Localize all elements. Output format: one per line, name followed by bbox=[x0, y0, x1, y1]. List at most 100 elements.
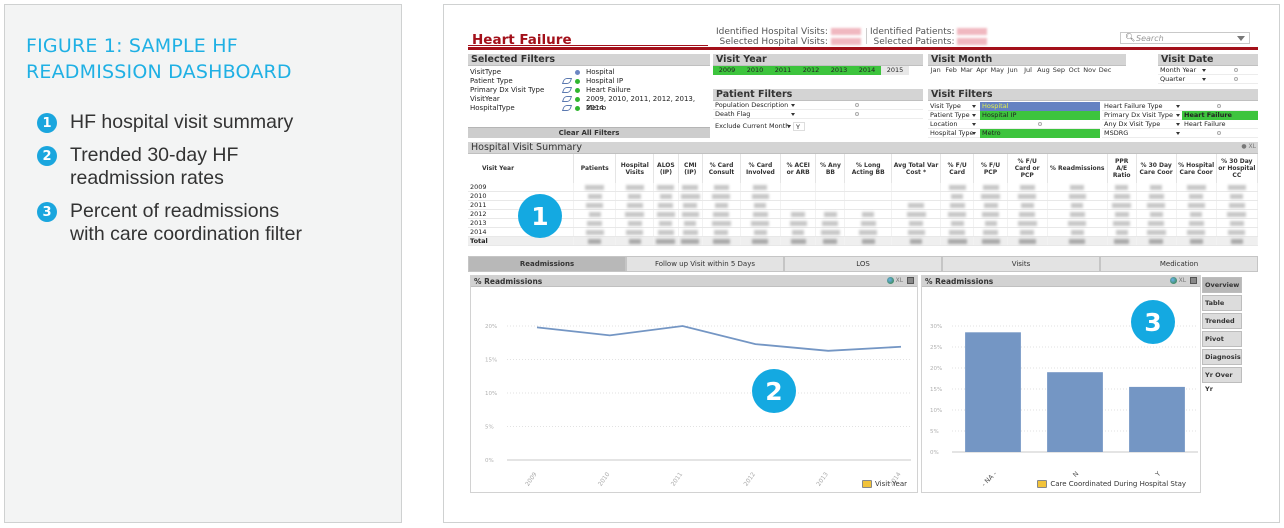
col-visit-year[interactable]: Visit Year bbox=[468, 154, 575, 183]
send-to-excel-icon[interactable] bbox=[886, 277, 894, 284]
col-cmi[interactable]: CMI (IP) bbox=[678, 154, 704, 183]
visit-type-filter[interactable]: Visit Type Hospital bbox=[928, 102, 1100, 111]
side-tab-yr-over-yr[interactable]: Yr Over Yr bbox=[1202, 367, 1242, 393]
radio-icon[interactable] bbox=[1038, 122, 1042, 126]
radio-icon[interactable] bbox=[1234, 68, 1238, 72]
month-jun[interactable]: Jun bbox=[1007, 66, 1018, 74]
col-readmissions[interactable]: % Readmissions bbox=[1047, 154, 1108, 183]
table-row[interactable]: 2013 bbox=[468, 218, 1259, 228]
death-flag-filter[interactable]: Death Flag bbox=[713, 110, 923, 119]
dropdown-arrow-icon[interactable] bbox=[1176, 132, 1180, 135]
col-card-involved[interactable]: % Card Involved bbox=[740, 154, 781, 183]
month-dec[interactable]: Dec bbox=[1098, 66, 1112, 74]
side-tab-pivot[interactable]: Pivot bbox=[1202, 331, 1242, 347]
patient-type-filter[interactable]: Patient Type Hospital IP bbox=[928, 111, 1100, 120]
col-patients[interactable]: Patients bbox=[573, 154, 617, 183]
col-acei-arb[interactable]: % ACEI or ARB bbox=[780, 154, 817, 183]
population-description-filter[interactable]: Population Description bbox=[713, 101, 923, 110]
dimension-selector[interactable]: Visit Year bbox=[862, 480, 907, 488]
dropdown-arrow-icon[interactable] bbox=[1202, 78, 1206, 81]
dropdown-arrow-icon[interactable] bbox=[972, 114, 976, 117]
minimize-icon[interactable] bbox=[1190, 277, 1197, 284]
dropdown-arrow-icon[interactable] bbox=[972, 105, 976, 108]
month-oct[interactable]: Oct bbox=[1068, 66, 1080, 74]
eraser-icon[interactable] bbox=[561, 78, 573, 84]
year-2013[interactable]: 2013 bbox=[825, 66, 853, 75]
dropdown-arrow-icon[interactable] bbox=[791, 104, 795, 107]
dropdown-arrow-icon[interactable] bbox=[791, 113, 795, 116]
col-avg-total-var-cost[interactable]: Avg Total Var Cost * bbox=[891, 154, 941, 183]
filter-value[interactable]: Hospital bbox=[980, 102, 1100, 111]
selected-filter-row[interactable]: Primary Dx Visit Type Heart Failure bbox=[470, 86, 708, 95]
cycle-dimension-icon[interactable] bbox=[862, 480, 873, 488]
radio-icon[interactable] bbox=[1217, 104, 1221, 108]
tab-readmissions[interactable]: Readmissions bbox=[468, 256, 626, 272]
minimize-icon[interactable] bbox=[907, 277, 914, 284]
filter-value[interactable]: Hospital IP bbox=[980, 111, 1100, 120]
col-any-bb[interactable]: % Any BB bbox=[815, 154, 846, 183]
selected-filter-row[interactable]: VisitType Hospital bbox=[470, 68, 708, 77]
radio-icon[interactable] bbox=[1234, 77, 1238, 81]
radio-icon[interactable] bbox=[1217, 131, 1221, 135]
filter-value[interactable]: Heart Failure bbox=[1182, 111, 1258, 120]
col-30-day-care-coor[interactable]: % 30 Day Care Coor bbox=[1136, 154, 1177, 183]
dropdown-arrow-icon[interactable] bbox=[1176, 123, 1180, 126]
side-tab-table[interactable]: Table bbox=[1202, 295, 1242, 311]
side-tab-overview[interactable]: Overview bbox=[1202, 277, 1242, 293]
month-apr[interactable]: Apr bbox=[976, 66, 988, 74]
send-to-excel-icon[interactable] bbox=[1169, 277, 1177, 284]
month-year-filter[interactable]: Month Year bbox=[1158, 66, 1258, 75]
dimension-selector[interactable]: Care Coordinated During Hospital Stay bbox=[1037, 480, 1186, 488]
col-fu-pcp[interactable]: % F/U PCP bbox=[973, 154, 1008, 183]
col-fu-card-or-pcp[interactable]: % F/U Card or PCP bbox=[1007, 154, 1048, 183]
tab-visits[interactable]: Visits bbox=[942, 256, 1100, 272]
dropdown-arrow-icon[interactable] bbox=[1176, 105, 1180, 108]
cycle-dimension-icon[interactable] bbox=[1037, 480, 1048, 488]
table-total-row[interactable]: Total bbox=[468, 236, 1259, 246]
location-filter[interactable]: Location bbox=[928, 120, 1100, 129]
radio-icon[interactable] bbox=[855, 103, 859, 107]
table-row[interactable]: 2011 bbox=[468, 200, 1259, 210]
eraser-icon[interactable] bbox=[561, 87, 573, 93]
eraser-icon[interactable] bbox=[561, 105, 573, 111]
xl-label[interactable]: XL bbox=[1178, 277, 1187, 284]
year-2011[interactable]: 2011 bbox=[769, 66, 797, 75]
dropdown-arrow-icon[interactable] bbox=[1202, 69, 1206, 72]
tab-follow-up-visit[interactable]: Follow up Visit within 5 Days bbox=[626, 256, 784, 272]
exclude-current-month-value[interactable]: Y bbox=[793, 122, 805, 131]
col-card-consult[interactable]: % Card Consult bbox=[702, 154, 741, 183]
year-2010[interactable]: 2010 bbox=[741, 66, 769, 75]
filter-value[interactable]: Heart Failure bbox=[1184, 120, 1226, 128]
dropdown-arrow-icon[interactable] bbox=[972, 123, 976, 126]
side-tab-trended[interactable]: Trended bbox=[1202, 313, 1242, 329]
side-tab-diagnosis[interactable]: Diagnosis bbox=[1202, 349, 1242, 365]
dropdown-arrow-icon[interactable] bbox=[787, 125, 791, 128]
dropdown-arrow-icon[interactable] bbox=[972, 132, 976, 135]
search-input[interactable]: 🔍︎ Search bbox=[1120, 32, 1250, 44]
radio-icon[interactable] bbox=[855, 112, 859, 116]
table-row[interactable]: 2012 bbox=[468, 209, 1259, 219]
col-long-acting-bb[interactable]: % Long Acting BB bbox=[844, 154, 893, 183]
primary-dx-visit-type-filter[interactable]: Primary Dx Visit Type Heart Failure bbox=[1102, 111, 1258, 120]
month-jul[interactable]: Jul bbox=[1024, 66, 1032, 74]
hospital-type-filter[interactable]: Hospital Type Metro bbox=[928, 129, 1100, 138]
dropdown-arrow-icon[interactable] bbox=[1176, 114, 1180, 117]
selected-filter-row[interactable]: HospitalType Metro bbox=[470, 104, 708, 113]
selected-filter-row[interactable]: Patient Type Hospital IP bbox=[470, 77, 708, 86]
col-fu-card[interactable]: % F/U Card bbox=[940, 154, 975, 183]
month-jan[interactable]: Jan bbox=[930, 66, 941, 74]
month-sep[interactable]: Sep bbox=[1052, 66, 1065, 74]
search-dropdown-icon[interactable] bbox=[1237, 36, 1245, 41]
msdrg-filter[interactable]: MSDRG bbox=[1102, 129, 1258, 138]
filter-value[interactable]: Metro bbox=[980, 129, 1100, 138]
month-aug[interactable]: Aug bbox=[1037, 66, 1050, 74]
table-row[interactable]: 2014 bbox=[468, 227, 1259, 237]
quarter-filter[interactable]: Quarter bbox=[1158, 75, 1258, 84]
month-feb[interactable]: Feb bbox=[945, 66, 957, 74]
eraser-icon[interactable] bbox=[561, 96, 573, 102]
year-2015[interactable]: 2015 bbox=[881, 66, 909, 75]
col-alos[interactable]: ALOS (IP) bbox=[653, 154, 679, 183]
exclude-current-month-filter[interactable]: Exclude Current Month Y bbox=[713, 122, 923, 131]
month-nov[interactable]: Nov bbox=[1083, 66, 1096, 74]
col-hospital-care-coor[interactable]: % Hospital Care Coor bbox=[1176, 154, 1217, 183]
